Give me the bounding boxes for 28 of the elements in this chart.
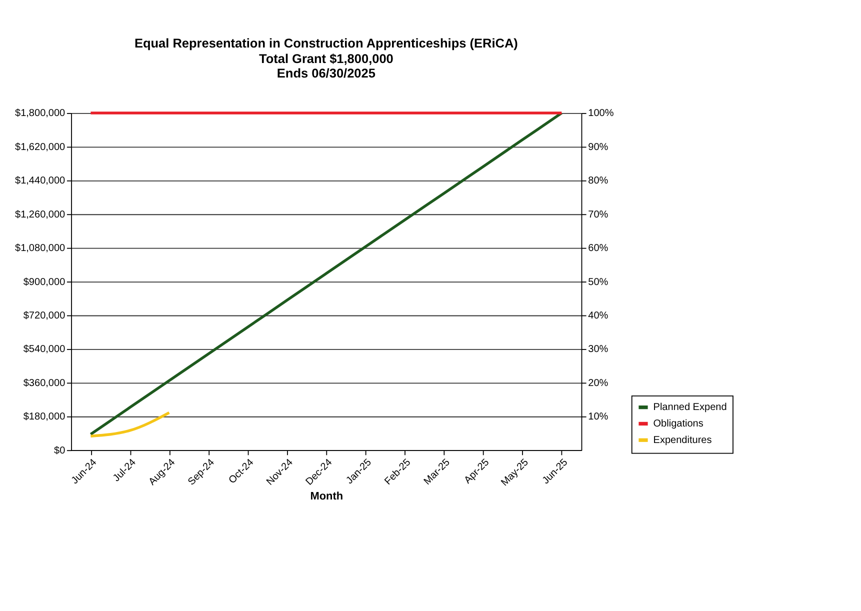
y-tick-label: $1,440,000 (15, 176, 66, 187)
y-tick-label: $0 (54, 445, 66, 456)
y2-tick-label: 80% (588, 176, 608, 187)
y2-tick-label: 90% (588, 142, 608, 153)
y2-tick-label: 30% (588, 344, 608, 356)
y-tick-label: $1,800,000 (15, 108, 66, 120)
y2-tick-label: 40% (588, 310, 608, 322)
y-tick-label: $360,000 (23, 378, 66, 389)
chart-subtitle: Total Grant $1,800,000 Ends 06/30/2025 (258, 50, 394, 80)
legend-label: Planned Expend (653, 402, 727, 414)
chart-title: Equal Representation in Construction Apprenticeships (ERiCA) (134, 35, 518, 50)
legend-label: Expenditures (653, 434, 712, 446)
y2-tick-label: 60% (588, 243, 608, 254)
x-axis-title: Month (310, 490, 344, 503)
y-tick-label: $540,000 (23, 344, 66, 356)
y-tick-label: $1,260,000 (15, 209, 66, 220)
line-series (89, 112, 564, 436)
y2-tick-label: 70% (588, 209, 608, 220)
y2-tick-label: 20% (588, 378, 608, 389)
y-tick-label: $720,000 (23, 310, 66, 322)
y2-tick-label: 50% (588, 276, 608, 288)
y-tick-label: $180,000 (23, 412, 66, 423)
y-tick-label: $900,000 (23, 276, 66, 288)
y2-tick-label: 100% (588, 108, 614, 120)
y2-tick-label: 10% (588, 412, 608, 423)
y-tick-label: $1,080,000 (15, 243, 66, 254)
y-tick-label: $1,620,000 (15, 142, 66, 153)
legend-label: Obligations (653, 418, 704, 430)
